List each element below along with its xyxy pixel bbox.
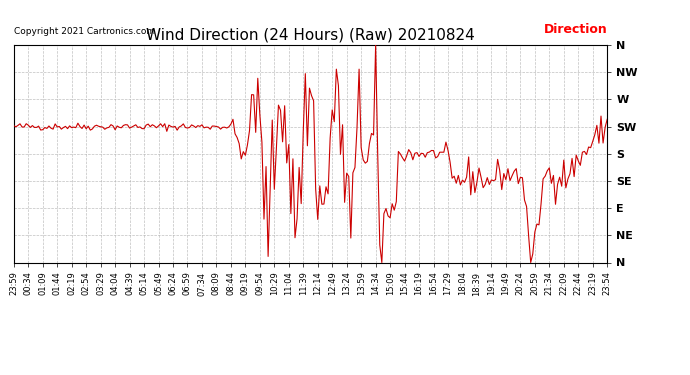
Text: Direction: Direction	[544, 23, 607, 36]
Text: Copyright 2021 Cartronics.com: Copyright 2021 Cartronics.com	[14, 27, 155, 36]
Title: Wind Direction (24 Hours) (Raw) 20210824: Wind Direction (24 Hours) (Raw) 20210824	[146, 27, 475, 42]
